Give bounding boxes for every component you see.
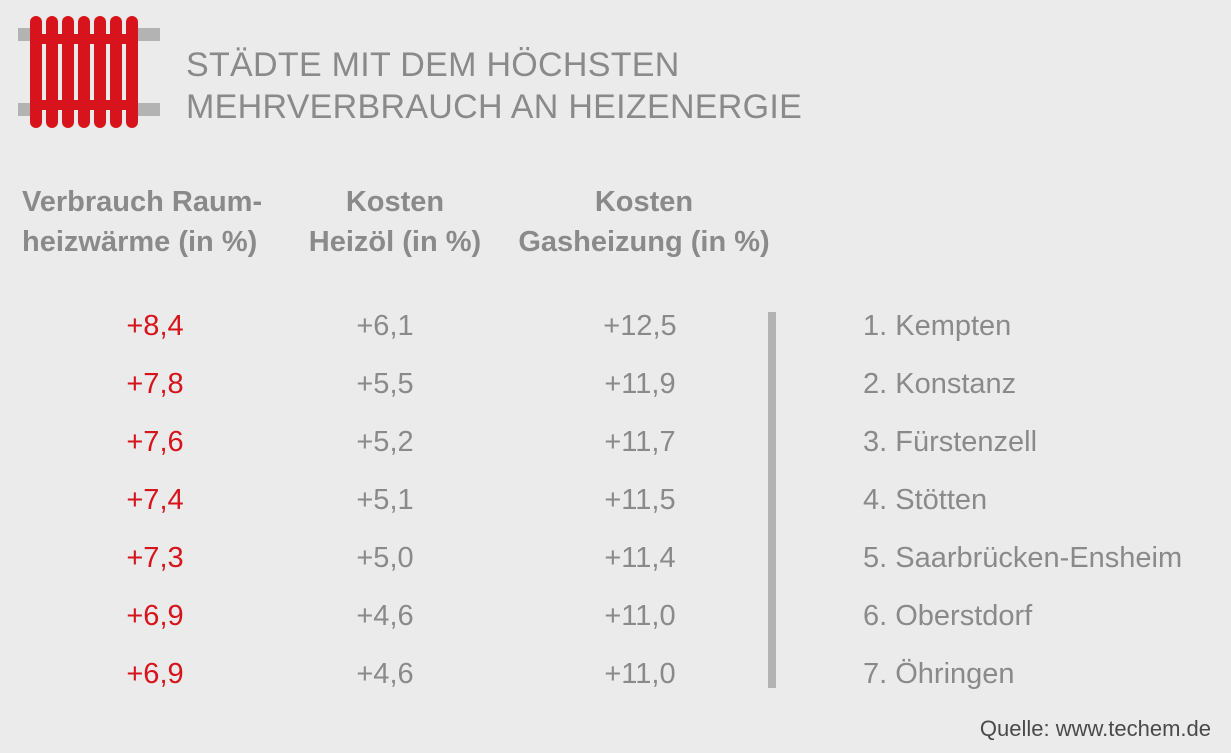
cell-city: 5. Saarbrücken-Ensheim: [863, 542, 1183, 574]
header-verbrauch: Verbrauch Raum- heizwärme (in %): [22, 182, 262, 262]
cell-gasheizung: +12,5: [603, 310, 677, 342]
cell-heizoel: +5,5: [356, 368, 414, 400]
header-gasheizung: Kosten Gasheizung (in %): [505, 182, 783, 262]
header-verbrauch-line-2: heizwärme (in %): [22, 226, 258, 258]
column-divider: [768, 312, 776, 688]
cell-city: 2. Konstanz: [863, 368, 1017, 400]
cell-gasheizung: +11,0: [604, 600, 676, 632]
cell-heizoel: +6,1: [356, 310, 414, 342]
cell-city: 4. Stötten: [863, 484, 988, 516]
cell-verbrauch: +8,4: [126, 310, 184, 342]
cell-verbrauch: +7,6: [126, 426, 184, 458]
header-gasheizung-line-1: Kosten: [594, 186, 694, 218]
cell-city: 6. Oberstdorf: [863, 600, 1033, 632]
header-gasheizung-line-2: Gasheizung (in %): [518, 226, 770, 258]
cell-city: 7. Öhringen: [863, 658, 1015, 690]
title-line-2: MEHRVERBRAUCH AN HEIZENERGIE: [186, 88, 803, 126]
header-heizoel-line-1: Kosten: [345, 186, 445, 218]
cell-heizoel: +5,2: [356, 426, 414, 458]
cell-gasheizung: +11,7: [604, 426, 676, 458]
cell-gasheizung: +11,4: [604, 542, 676, 574]
cell-gasheizung: +11,5: [604, 484, 676, 516]
header-heizoel-line-2: Heizöl (in %): [308, 226, 482, 258]
cell-gasheizung: +11,9: [604, 368, 676, 400]
cell-gasheizung: +11,0: [604, 658, 676, 690]
cell-verbrauch: +6,9: [126, 658, 184, 690]
cell-heizoel: +4,6: [356, 600, 414, 632]
title-line-1: STÄDTE MIT DEM HÖCHSTEN: [186, 46, 680, 84]
cell-heizoel: +4,6: [356, 658, 414, 690]
cell-verbrauch: +6,9: [126, 600, 184, 632]
header-verbrauch-line-1: Verbrauch Raum-: [22, 186, 263, 218]
cell-verbrauch: +7,3: [126, 542, 184, 574]
cell-verbrauch: +7,4: [126, 484, 184, 516]
header-heizoel: Kosten Heizöl (in %): [300, 182, 490, 262]
radiator-icon: [18, 16, 160, 128]
cell-city: 3. Fürstenzell: [863, 426, 1038, 458]
cell-verbrauch: +7,8: [126, 368, 184, 400]
cell-heizoel: +5,0: [356, 542, 414, 574]
page-title: STÄDTE MIT DEM HÖCHSTEN MEHRVERBRAUCH AN…: [186, 44, 802, 128]
cell-heizoel: +5,1: [356, 484, 414, 516]
source-note: Quelle: www.techem.de: [979, 716, 1211, 741]
cell-city: 1. Kempten: [863, 310, 1012, 342]
